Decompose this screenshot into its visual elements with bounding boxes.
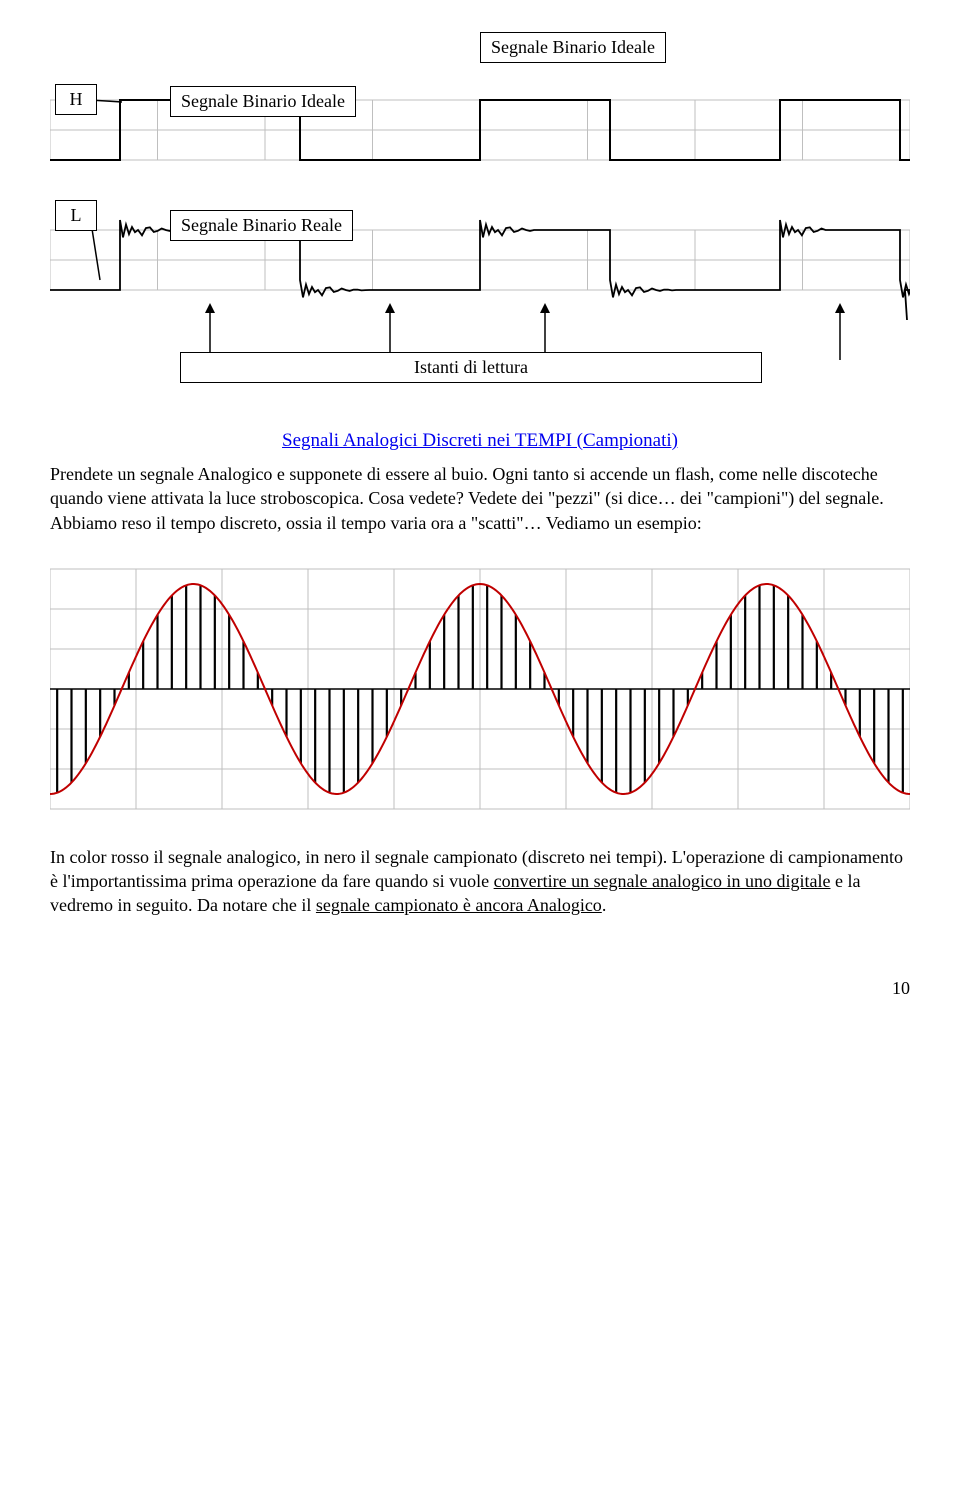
label-real-inline: Segnale Binario Reale (170, 210, 353, 241)
label-ideal-top-text: Segnale Binario Ideale (491, 37, 655, 57)
callout-l: L (55, 200, 97, 231)
label-instants: Istanti di lettura (180, 352, 762, 383)
callout-l-text: L (71, 205, 82, 225)
page-number: 10 (50, 978, 910, 999)
sampled-svg (50, 549, 910, 829)
label-ideal-inline: Segnale Binario Ideale (170, 86, 356, 117)
binary-signal-diagram: H L Segnale Binario Ideale Segnale Binar… (50, 70, 910, 410)
p2-u2: segnale campionato è ancora Analogico (316, 895, 602, 915)
paragraph-2: In color rosso il segnale analogico, in … (50, 845, 910, 918)
paragraph-1: Prendete un segnale Analogico e supponet… (50, 462, 910, 535)
sampled-signal-diagram (50, 549, 910, 839)
p2-post: . (602, 895, 607, 915)
label-instants-text: Istanti di lettura (414, 357, 528, 377)
callout-h: H (55, 84, 97, 115)
label-ideal-top: Segnale Binario Ideale (480, 32, 666, 63)
p2-u1: convertire un segnale analogico in uno d… (494, 871, 831, 891)
callout-h-text: H (70, 89, 83, 109)
label-real-inline-text: Segnale Binario Reale (181, 215, 342, 235)
label-ideal-inline-text: Segnale Binario Ideale (181, 91, 345, 111)
section-heading-link: Segnali Analogici Discreti nei TEMPI (Ca… (50, 430, 910, 452)
